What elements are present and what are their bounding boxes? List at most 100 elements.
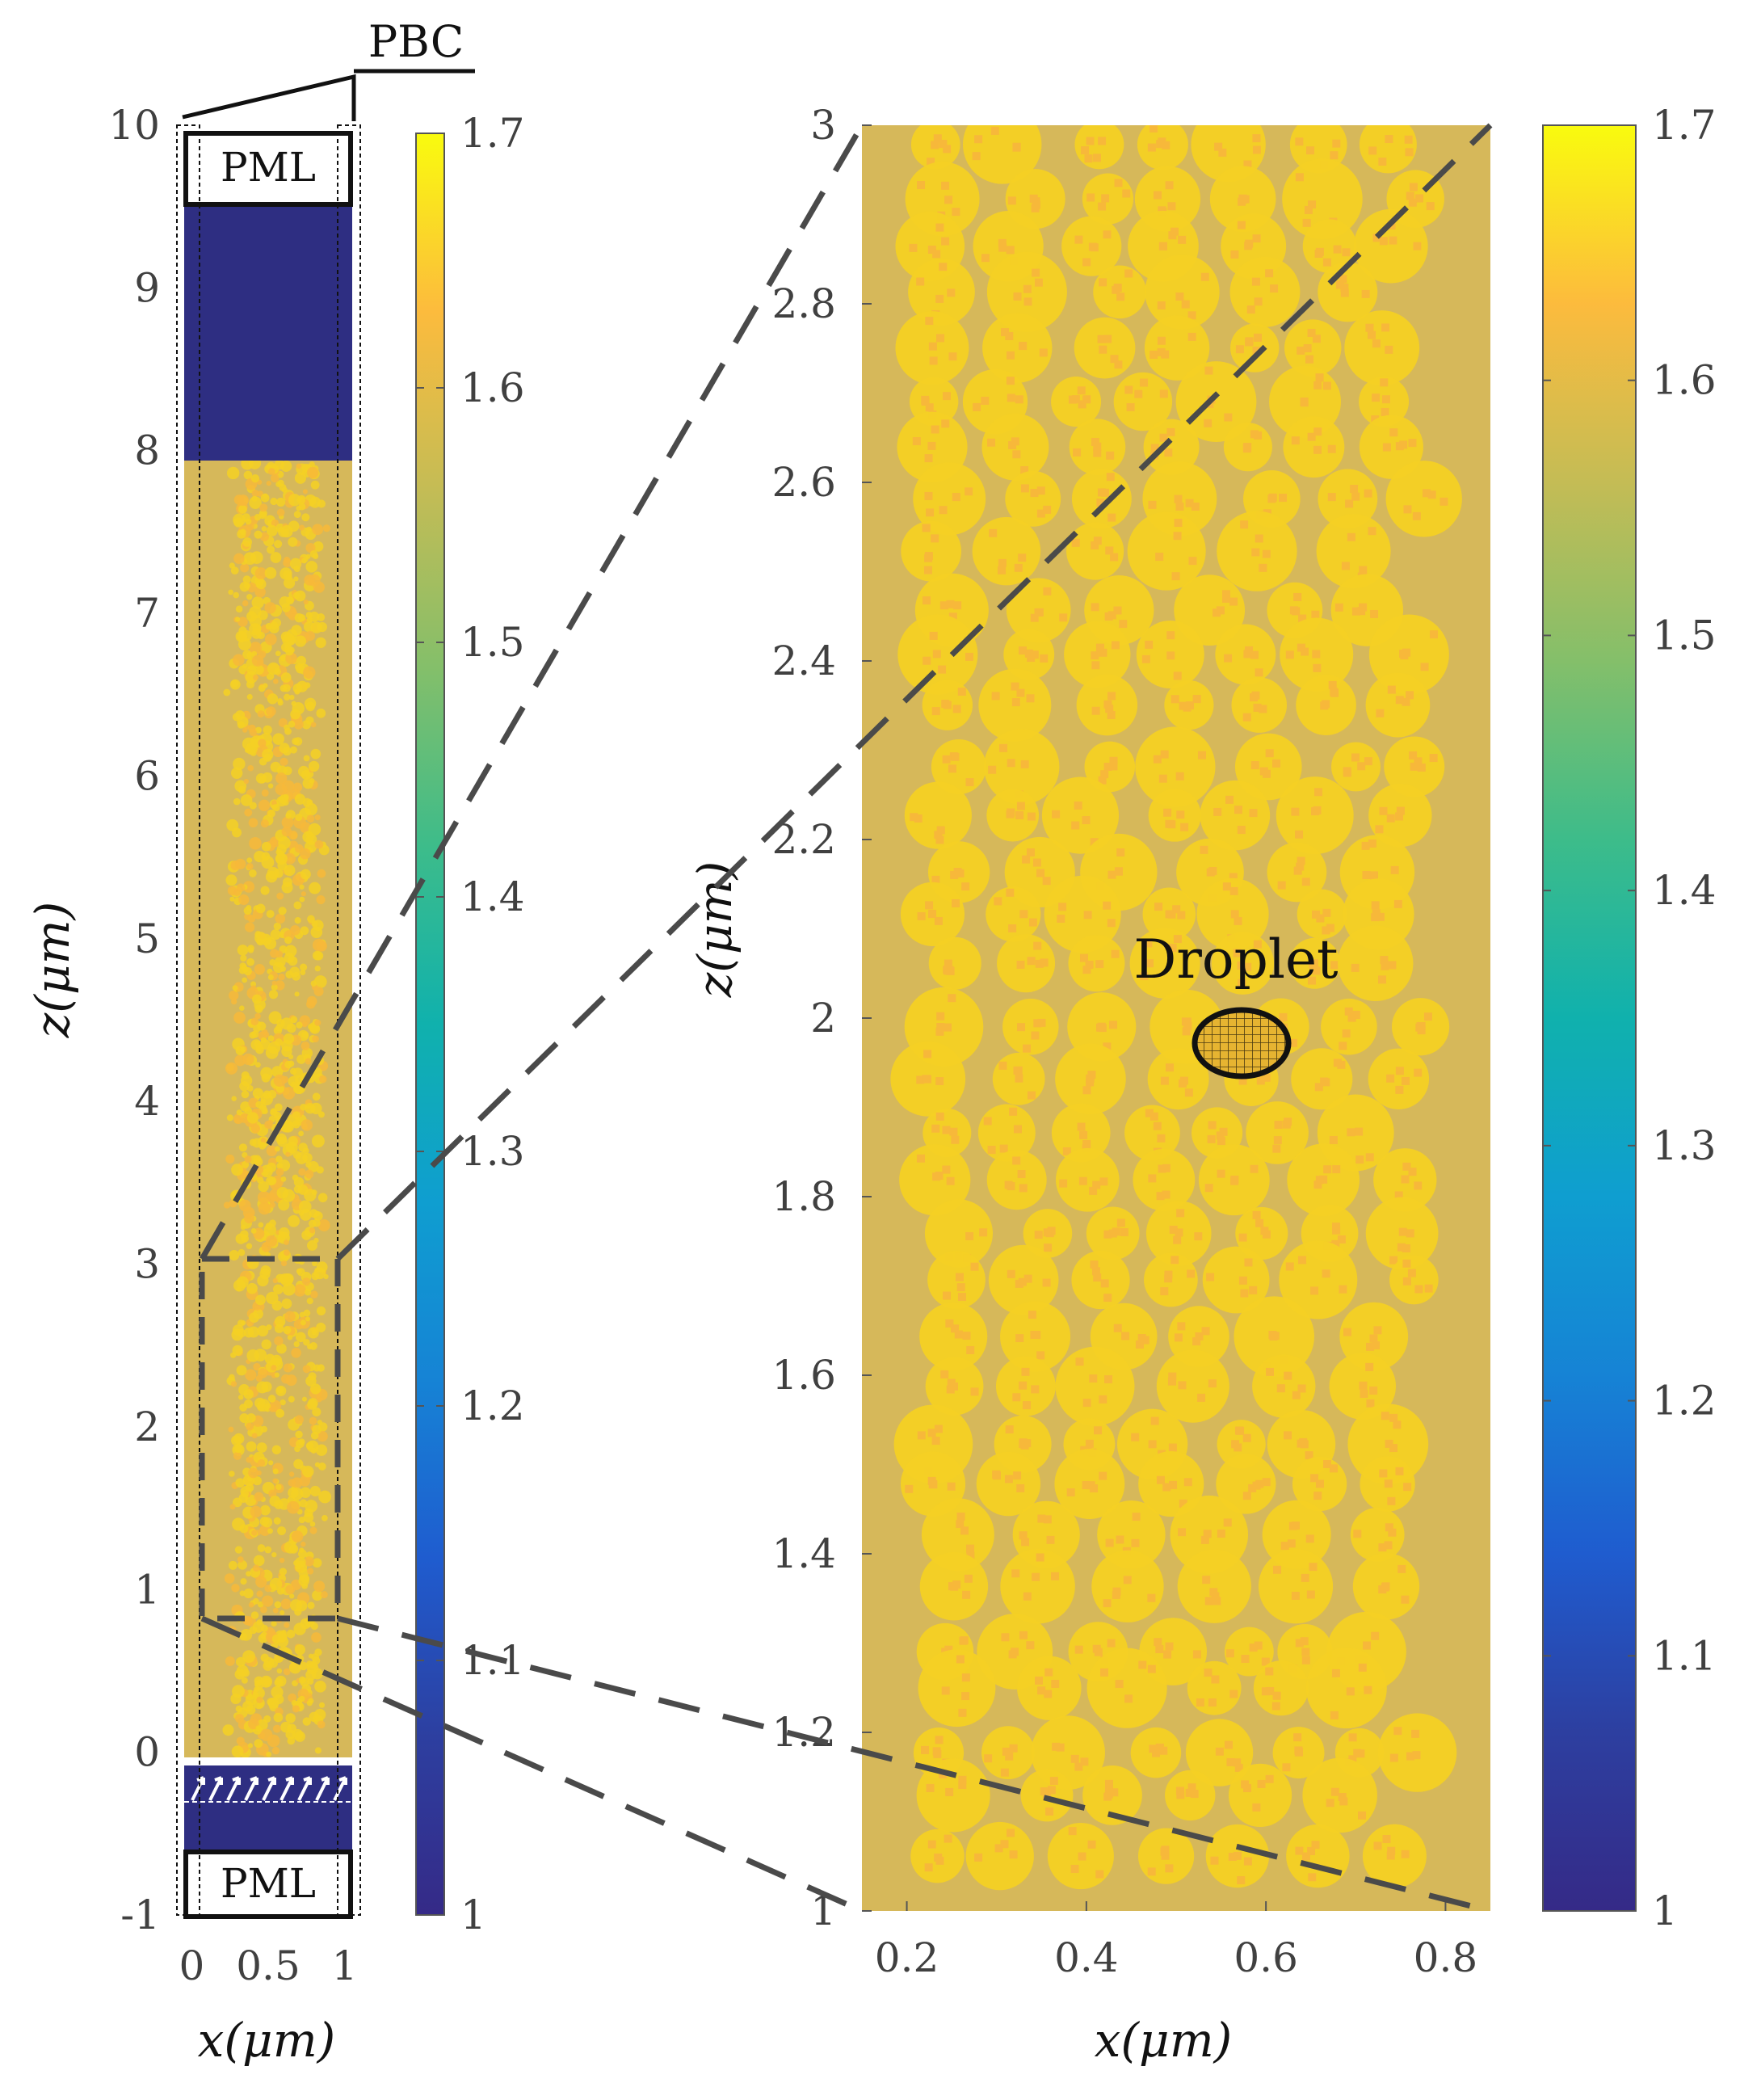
right-droplet-speck: [1023, 297, 1032, 306]
left-droplet: [316, 708, 326, 718]
right-droplet-speck: [958, 1781, 967, 1790]
right-droplet: [928, 936, 981, 990]
left-droplet: [234, 1546, 243, 1554]
right-droplet-speck: [1019, 1631, 1028, 1639]
right-droplet-speck: [1328, 680, 1337, 689]
right-droplet: [983, 729, 1060, 805]
right-droplet-speck: [952, 208, 960, 217]
right-droplet-body: [1359, 125, 1417, 174]
right-droplet-speck: [1395, 812, 1404, 821]
left-droplet: [257, 1190, 271, 1204]
right-droplet-speck: [1171, 695, 1179, 704]
left-droplet: [301, 558, 307, 564]
left-droplet: [285, 1151, 291, 1157]
right-droplet: [976, 1451, 1041, 1517]
left-droplet: [269, 1577, 283, 1591]
right-droplet-speck: [1254, 431, 1263, 440]
right-x-ticks: 0.2 0.4 0.6 0.8: [875, 1901, 1477, 1981]
right-droplet-speck: [931, 1124, 940, 1133]
right-droplet-speck: [998, 243, 1007, 252]
right-droplet-speck: [1191, 502, 1200, 511]
right-droplet-speck: [1163, 808, 1172, 817]
right-droplet-speck: [932, 1172, 941, 1181]
right-droplet-speck: [1381, 395, 1390, 404]
left-droplet: [261, 789, 269, 797]
left-droplet: [296, 655, 307, 666]
left-droplet: [276, 1668, 283, 1674]
right-droplet-speck: [1346, 1687, 1355, 1696]
right-droplet-speck: [1107, 1639, 1116, 1648]
right-droplet-speck: [974, 1853, 983, 1862]
right-droplet-speck: [1082, 966, 1091, 974]
right-droplet-speck: [1271, 1702, 1280, 1711]
left-droplet: [266, 1291, 279, 1305]
left-droplet: [223, 1202, 231, 1209]
left-droplet: [254, 1739, 263, 1749]
right-droplet: [972, 516, 1041, 586]
right-droplet-speck: [1116, 1535, 1124, 1544]
left-x-tick-label: 0: [179, 1942, 205, 1989]
right-droplet-speck: [924, 1863, 933, 1872]
right-droplet-speck: [1016, 802, 1025, 810]
left-droplet: [229, 562, 235, 569]
left-y-tick-label: 8: [134, 427, 160, 474]
right-droplet-speck: [1331, 1239, 1340, 1248]
left-droplet: [274, 1315, 286, 1328]
right-droplet-speck: [1145, 640, 1154, 649]
left-droplet: [303, 1513, 314, 1523]
right-droplet-speck: [1165, 181, 1174, 190]
right-droplet: [901, 520, 962, 582]
right-droplet-speck: [1019, 1531, 1028, 1540]
left-droplet: [306, 1700, 313, 1707]
left-droplet: [292, 591, 301, 600]
right-droplet-speck: [1011, 698, 1020, 707]
right-droplet-speck: [1082, 816, 1091, 825]
left-droplet: [287, 1335, 293, 1340]
right-droplet-speck: [1297, 346, 1305, 355]
right-droplet-body: [1359, 415, 1423, 479]
right-droplet-speck: [1023, 1592, 1032, 1601]
right-droplet-speck: [1165, 910, 1174, 919]
right-droplet-speck: [1242, 1492, 1251, 1500]
left-droplet: [232, 827, 242, 838]
right-droplet-speck: [1250, 693, 1259, 702]
right-droplet-speck: [1398, 1227, 1407, 1236]
right-droplet: [908, 258, 975, 326]
right-droplet-speck: [927, 245, 936, 254]
left-droplet: [237, 1560, 248, 1570]
right-droplet-speck: [1291, 436, 1300, 445]
right-droplet-speck: [1386, 1851, 1395, 1860]
right-droplet: [1337, 925, 1414, 1002]
left-droplet: [281, 1260, 288, 1267]
right-droplet-speck: [1395, 696, 1404, 705]
right-droplet-speck: [1251, 548, 1260, 557]
right-droplet-speck: [1005, 331, 1014, 340]
right-droplet-speck: [1255, 668, 1263, 677]
right-droplet-speck: [942, 1126, 951, 1134]
right-droplet: [1280, 617, 1354, 692]
right-droplet: [1231, 677, 1288, 733]
right-droplet-speck: [1114, 867, 1123, 876]
left-droplet: [225, 1154, 235, 1164]
right-droplet-speck: [945, 1787, 954, 1796]
right-droplet-speck: [1158, 206, 1166, 215]
left-droplet: [308, 760, 320, 772]
right-droplet-speck: [1213, 1597, 1221, 1606]
left-droplet: [307, 1239, 318, 1251]
left-droplet: [275, 1084, 285, 1093]
left-droplet: [237, 1248, 246, 1256]
right-droplet-speck: [935, 223, 944, 232]
left-droplet: [277, 1526, 287, 1536]
left-droplet: [242, 1650, 255, 1664]
right-droplet-speck: [1388, 1528, 1397, 1537]
left-droplet: [301, 1119, 313, 1131]
left-droplet: [240, 1046, 246, 1053]
right-droplet-speck: [1293, 866, 1302, 875]
left-droplet: [285, 1729, 296, 1740]
right-droplet-speck: [1123, 1576, 1132, 1584]
right-y-tick-label: 3: [810, 102, 836, 149]
right-droplet-speck: [1395, 1067, 1404, 1075]
right-droplet-speck: [1150, 444, 1159, 452]
right-droplet-speck: [922, 1075, 931, 1084]
